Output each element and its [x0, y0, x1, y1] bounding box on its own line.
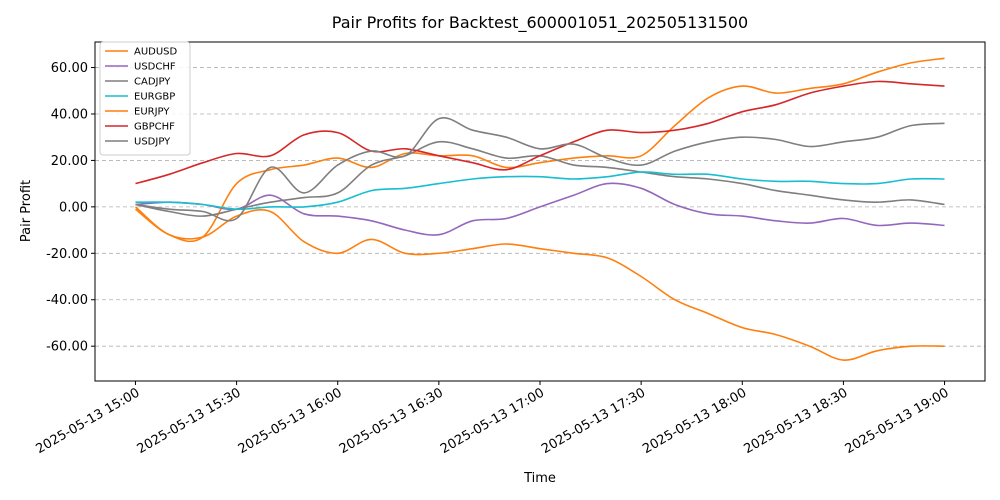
- chart-title: Pair Profits for Backtest_600001051_2025…: [332, 13, 748, 33]
- y-tick-label: -20.00: [46, 247, 88, 262]
- series-line-gbpchf: [135, 80, 945, 185]
- series-line-usdchf: [135, 182, 945, 236]
- y-tick-label: 20.00: [51, 154, 88, 169]
- y-axis-label: Pair Profit: [19, 180, 34, 242]
- y-axis: -60.00 -40.00 -20.00 0.00 20.00 40.00 60.00: [46, 61, 95, 355]
- legend-entry-audusd: AUDUSD: [134, 47, 178, 58]
- legend-entry-eurjpy: EURJPY: [134, 107, 170, 118]
- series-line-eurgbp: [135, 171, 945, 211]
- legend: AUDUSD USDCHF CADJPY EURGBP EURJPY GBPCHF USDJ…: [99, 41, 191, 156]
- series-line-eurjpy: [135, 208, 945, 361]
- series-line-usdjpy: [135, 116, 945, 222]
- x-axis-label: Time: [523, 471, 556, 486]
- series-lines: [134, 57, 945, 361]
- y-tick-label: -40.00: [46, 293, 88, 308]
- legend-entry-cadjpy: CADJPY: [134, 77, 171, 88]
- legend-entry-eurgbp: EURGBP: [134, 92, 175, 103]
- y-tick-label: 0.00: [59, 200, 88, 215]
- legend-entry-usdchf: USDCHF: [134, 62, 176, 73]
- y-tick-label: 60.00: [51, 61, 88, 76]
- legend-entry-gbpchf: GBPCHF: [134, 122, 175, 133]
- series-line-audusd: [134, 57, 945, 243]
- y-tick-label: -60.00: [46, 340, 88, 355]
- legend-entry-usdjpy: USDJPY: [134, 137, 171, 148]
- y-tick-label: 40.00: [51, 107, 88, 122]
